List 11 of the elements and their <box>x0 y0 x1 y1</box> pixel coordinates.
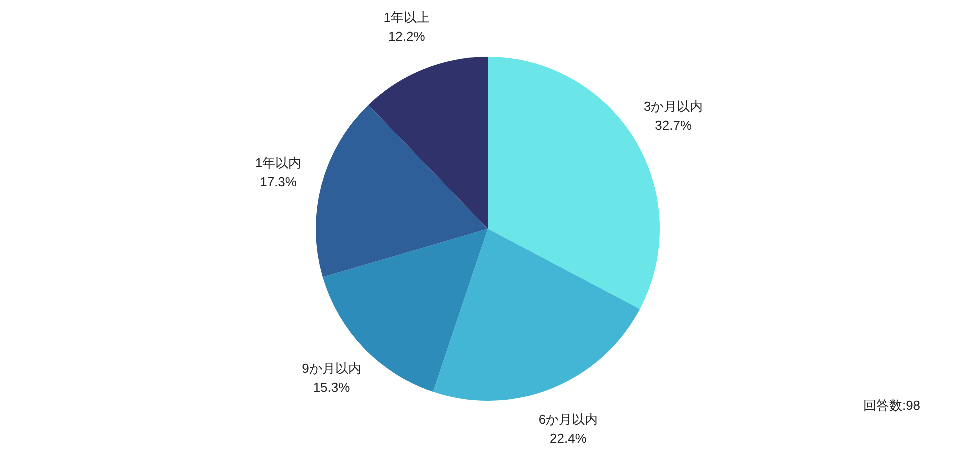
data-label: 15.3% <box>313 380 351 396</box>
data-label: 22.4% <box>550 431 588 446</box>
data-label: 12.2% <box>388 29 426 44</box>
data-label: 32.7% <box>655 118 692 134</box>
text: 回答数:98 <box>863 398 921 413</box>
slice-label: 3か月以内 <box>644 99 704 114</box>
data-label: 17.3% <box>260 174 298 190</box>
slice-label: 1年以上 <box>384 10 430 26</box>
slice-label: 9か月以内 <box>302 361 362 376</box>
slice-label: 6か月以内 <box>538 412 598 428</box>
slice-label: 1年以内 <box>255 155 302 170</box>
